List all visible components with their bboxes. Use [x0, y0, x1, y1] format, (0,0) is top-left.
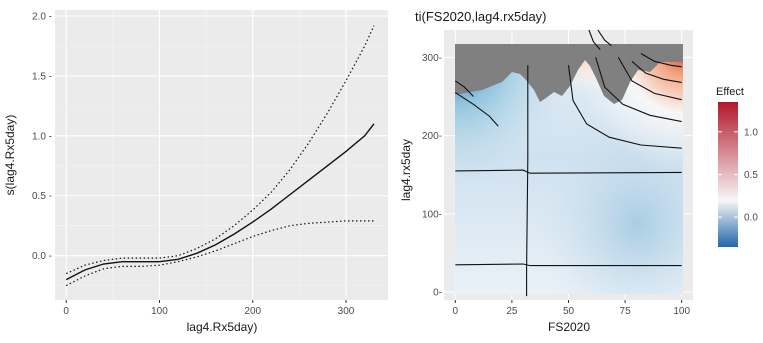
y-tick-label: 100-: [422, 209, 442, 220]
x-tick-label: 300: [338, 306, 355, 317]
y-tick-label: 2.0 -: [32, 11, 52, 22]
tensor-plot-title: ti(FS2020,lag4.rx5day): [415, 9, 547, 24]
legend-label: 0.0: [744, 213, 758, 224]
contour-top-right-1: [567, 65, 682, 149]
x-tick-label: 200: [244, 306, 261, 317]
contour-top-right-4: [631, 60, 682, 83]
tensor-plot-y-axis-title: lag4.rx5day: [399, 139, 413, 201]
smooth-plot-background: [55, 10, 388, 300]
legend-label: 1.0: [744, 127, 758, 138]
contour-top-right-5: [640, 53, 682, 68]
x-tick-label: 100: [151, 306, 168, 317]
tensor-plot-x-axis-title: FS2020: [548, 320, 590, 334]
smooth-plot-series: [65, 25, 375, 287]
tensor-plot-y-ticks: 0- 100- 200- 300-: [422, 53, 442, 299]
contour-top-right-3: [617, 57, 682, 101]
legend-colorbar: [718, 102, 738, 247]
contour-top-center-2: [597, 29, 612, 47]
contour-top-left-1: [455, 92, 499, 127]
x-tick-label: 0: [63, 306, 69, 317]
y-tick-label: 0.5 -: [32, 191, 52, 202]
x-tick-label: 25: [506, 306, 518, 317]
legend-labels: 1.0 0.5 0.0: [718, 127, 758, 224]
contour-top-left-2: [454, 80, 474, 97]
smooth-plot-panel: 0 100 200 300 0.0 - 0.5 - 1.0 - 1.5 - 2.0 - lag…: [3, 10, 388, 334]
contour-top-center-1: [588, 29, 601, 50]
tensor-plot-contours: [454, 29, 682, 297]
effect-legend: Effect 1.0 0.5 0.0: [716, 86, 758, 247]
smooth-plot-x-axis-title: lag4.Rx5day): [187, 320, 258, 334]
x-tick-label: 0: [453, 306, 459, 317]
legend-title: Effect: [716, 86, 744, 98]
y-tick-label: 0-: [433, 288, 442, 299]
smooth-plot-y-ticks: 0.0 - 0.5 - 1.0 - 1.5 - 2.0 -: [32, 11, 52, 262]
y-tick-label: 0.0 -: [32, 251, 52, 262]
smooth-estimate-line: [65, 123, 375, 281]
smooth-plot-x-ticks: 0 100 200 300: [63, 300, 355, 317]
contour-horizontal-upper: [455, 169, 682, 174]
contour-horizontal-lower: [455, 263, 682, 267]
y-tick-label: 1.5 -: [32, 71, 52, 82]
smooth-plot-y-axis-title: s(lag4.Rx5day): [3, 115, 17, 196]
tensor-plot-panel: ti(FS2020,lag4.rx5day) 0 25 50 75 100 0- 100-…: [399, 9, 693, 334]
x-tick-label: 50: [563, 306, 575, 317]
x-tick-label: 100: [673, 306, 690, 317]
lower-confidence-line: [65, 220, 374, 287]
tensor-plot-x-ticks: 0 25 50 75 100: [453, 300, 690, 317]
smooth-plot-gridlines: [55, 10, 388, 300]
y-tick-label: 200-: [422, 131, 442, 142]
y-tick-label: 1.0 -: [32, 131, 52, 142]
x-tick-label: 75: [620, 306, 632, 317]
heatmap-na-region: [455, 44, 683, 104]
tensor-plot-heatmap: [455, 44, 683, 294]
contour-top-right-2: [595, 57, 682, 123]
legend-label: 0.5: [744, 170, 758, 181]
contour-vertical: [526, 65, 529, 297]
y-tick-label: 300-: [422, 53, 442, 64]
